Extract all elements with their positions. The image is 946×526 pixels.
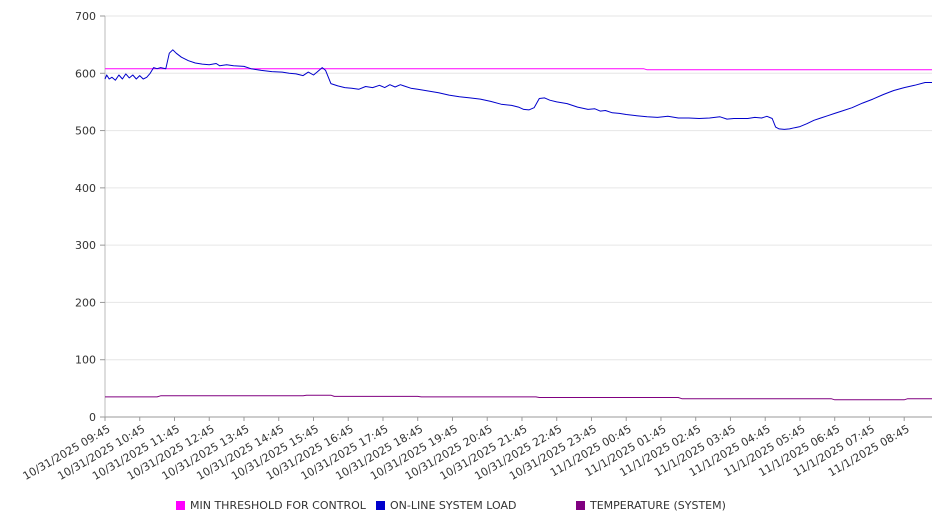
y-tick-label: 0 — [89, 411, 96, 424]
legend-swatch — [576, 501, 585, 510]
series-lines — [104, 49, 932, 401]
legend-item-0[interactable]: MIN THRESHOLD FOR CONTROL — [176, 499, 367, 512]
y-axis-ticks: 0 100 200 300 400 500 600 700 — [75, 10, 105, 424]
y-tick-label: 400 — [75, 182, 96, 195]
legend-item-1[interactable]: ON-LINE SYSTEM LOAD — [376, 499, 516, 512]
legend-swatch — [376, 501, 385, 510]
y-tick-label: 200 — [75, 296, 96, 309]
y-tick-label: 500 — [75, 125, 96, 138]
y-tick-label: 600 — [75, 67, 96, 80]
y-tick-label: 100 — [75, 354, 96, 367]
legend-label: ON-LINE SYSTEM LOAD — [390, 499, 516, 512]
legend-item-2[interactable]: TEMPERATURE (SYSTEM) — [576, 499, 726, 512]
series-line-1 — [104, 49, 932, 130]
legend-label: MIN THRESHOLD FOR CONTROL — [190, 499, 367, 512]
grid-lines — [105, 15, 932, 361]
series-line-2 — [105, 394, 932, 401]
legend-swatch — [176, 501, 185, 510]
legend-label: TEMPERATURE (SYSTEM) — [589, 499, 726, 512]
axes — [104, 16, 932, 418]
series-line-0 — [105, 68, 932, 71]
y-tick-label: 300 — [75, 239, 96, 252]
legend[interactable]: MIN THRESHOLD FOR CONTROL ON-LINE SYSTEM … — [176, 499, 726, 512]
y-tick-label: 700 — [75, 10, 96, 23]
